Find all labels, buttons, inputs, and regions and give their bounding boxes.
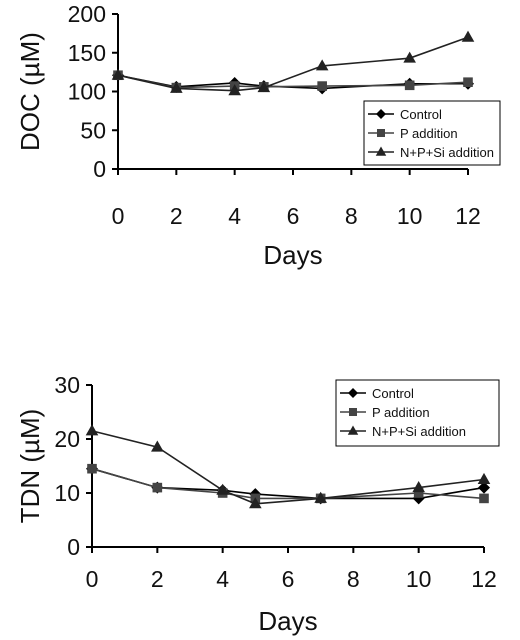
legend-label-3: N+P+Si addition — [400, 145, 494, 160]
x-tick-label: 2 — [170, 203, 183, 229]
x-tick-label: 10 — [406, 566, 432, 592]
legend-marker-1 — [348, 388, 358, 398]
data-point-series-2 — [413, 488, 424, 498]
x-tick-label: 10 — [397, 203, 423, 229]
data-point-series-3 — [257, 81, 271, 93]
data-point-series-3 — [85, 424, 99, 436]
tdn-chart-panel: 0 10 20 30 0 2 4 6 8 10 12 Days TDN (µM) Control P add… — [15, 372, 500, 636]
data-point-series-3 — [403, 51, 416, 63]
data-point-series-3 — [228, 84, 241, 96]
data-point-series-3 — [249, 497, 262, 509]
x-tick-label: 4 — [228, 203, 241, 229]
legend-label-2: P addition — [400, 126, 458, 141]
data-point-series-3 — [461, 30, 475, 42]
x-tick-label: 0 — [112, 203, 125, 229]
legend-label-1: Control — [372, 386, 414, 401]
data-point-series-3 — [111, 68, 125, 80]
y-axis-title: DOC (µM) — [15, 32, 45, 151]
legend-marker-2 — [349, 408, 357, 416]
x-tick-label: 0 — [86, 566, 99, 592]
y-axis-title: TDN (µM) — [15, 409, 45, 524]
series-line-3 — [117, 36, 469, 92]
y-tick-label: 50 — [80, 117, 106, 143]
data-point-series-2 — [317, 81, 327, 91]
y-tick-label: 10 — [54, 480, 80, 506]
y-tick-label: 0 — [93, 156, 106, 182]
y-tick-label: 200 — [68, 1, 106, 27]
x-axis-title: Days — [258, 606, 317, 636]
data-point-series-3 — [412, 481, 425, 493]
legend-box — [335, 379, 500, 447]
x-tick-label: 12 — [455, 203, 481, 229]
series-line-2 — [91, 467, 485, 500]
x-tick-label: 8 — [345, 203, 358, 229]
x-axis-title: Days — [263, 240, 322, 270]
legend-marker-2 — [377, 129, 385, 137]
x-tick-label: 6 — [287, 203, 300, 229]
legend-marker-3 — [375, 146, 387, 156]
data-point-series-3 — [477, 472, 491, 484]
data-point-series-2 — [404, 80, 415, 91]
data-point-series-2 — [152, 482, 163, 493]
y-tick-label: 0 — [67, 534, 80, 560]
y-tick-label: 100 — [68, 79, 106, 105]
data-point-series-2 — [479, 493, 489, 504]
data-point-series-3 — [314, 491, 327, 503]
data-point-series-2 — [463, 77, 473, 87]
doc-chart-panel: 0 50 100 150 200 0 2 4 6 8 10 12 Days DOC (µM) Control… — [15, 1, 501, 270]
y-tick-label: 150 — [68, 40, 106, 66]
legend-marker-3 — [347, 425, 359, 435]
legend-marker-1 — [376, 109, 386, 119]
data-point-series-3 — [170, 81, 183, 93]
x-tick-label: 6 — [282, 566, 295, 592]
data-point-series-1 — [478, 481, 490, 494]
y-tick-label: 20 — [54, 426, 80, 452]
x-tick-label: 2 — [151, 566, 164, 592]
data-point-series-3 — [151, 440, 164, 452]
legend-label-3: N+P+Si addition — [372, 424, 466, 439]
x-tick-label: 4 — [216, 566, 229, 592]
legend-label-1: Control — [400, 107, 442, 122]
x-tick-label: 12 — [471, 566, 497, 592]
x-tick-label: 8 — [347, 566, 360, 592]
y-tick-label: 30 — [54, 372, 80, 398]
data-point-series-3 — [315, 59, 329, 71]
legend-label-2: P addition — [372, 405, 430, 420]
data-point-series-2 — [87, 463, 97, 474]
data-point-series-3 — [216, 483, 229, 495]
